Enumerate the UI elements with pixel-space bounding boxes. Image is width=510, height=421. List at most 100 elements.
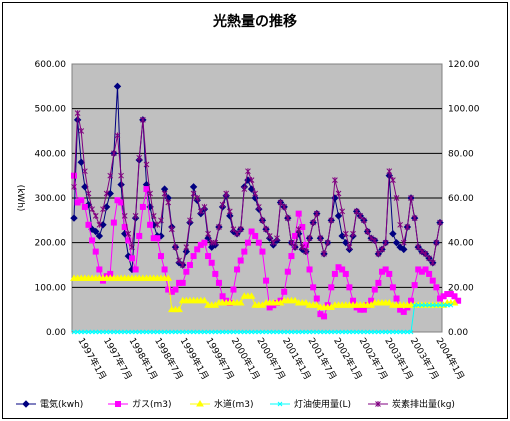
data-point [190, 253, 197, 260]
data-point [122, 329, 128, 335]
data-point [78, 197, 85, 204]
data-point [216, 329, 222, 335]
data-point [227, 329, 233, 335]
data-point [390, 329, 396, 335]
data-point [299, 244, 306, 251]
data-point [281, 203, 288, 210]
data-point [324, 239, 331, 246]
data-point [168, 226, 175, 233]
data-point [400, 245, 408, 254]
data-point [321, 313, 328, 320]
data-point [212, 270, 219, 277]
legend-label: 電気(kwh) [40, 398, 83, 410]
data-point [429, 277, 436, 284]
data-point [408, 195, 414, 201]
data-point [347, 329, 352, 335]
data-point [96, 266, 103, 273]
data-point [321, 329, 327, 335]
data-point [400, 239, 407, 246]
data-point [241, 248, 248, 255]
data-point [411, 282, 418, 289]
data-point [245, 168, 251, 175]
data-point [331, 270, 338, 277]
data-point [244, 239, 251, 246]
data-point [197, 208, 204, 215]
data-point [158, 329, 164, 335]
legend: 電気(kwh) ガス(m3) 水道(m3) 灯油使用量(L) 炭素排出量(kg) [16, 398, 455, 410]
data-point [385, 298, 394, 306]
data-point [423, 302, 428, 308]
data-point [444, 302, 450, 308]
data-point [419, 302, 425, 308]
data-point [415, 302, 421, 308]
data-point [342, 230, 349, 237]
data-point [295, 210, 302, 217]
data-point [455, 297, 462, 304]
data-point [415, 244, 422, 251]
data-point [430, 302, 436, 308]
data-point [422, 250, 429, 257]
data-point [179, 262, 186, 268]
data-point [158, 217, 164, 224]
data-point [343, 329, 349, 335]
data-point [375, 250, 382, 257]
data-point [332, 329, 338, 335]
data-point [183, 244, 190, 251]
data-point [154, 235, 161, 242]
data-point [92, 227, 100, 236]
left-axis-ticks: 0.00 100.00 200.00 300.00 400.00 500.00 600.00 [35, 60, 67, 338]
data-point [346, 244, 353, 251]
data-point [400, 308, 407, 315]
data-point [200, 296, 209, 304]
series-4 [71, 110, 443, 268]
data-point [219, 201, 226, 208]
data-point [89, 329, 95, 335]
data-point [392, 238, 401, 247]
data-point [247, 292, 256, 299]
data-point [379, 329, 385, 335]
y-tick-label: 100.00 [35, 283, 67, 293]
data-point [237, 257, 244, 264]
data-point [169, 329, 175, 335]
data-point [259, 217, 266, 224]
data-point [114, 132, 121, 139]
data-point [310, 329, 316, 335]
y2-tick-label: 100.00 [448, 105, 480, 115]
data-point [75, 329, 80, 335]
data-point [212, 329, 218, 335]
data-point [191, 329, 196, 335]
data-point [161, 190, 168, 197]
data-point [317, 235, 324, 242]
data-point [263, 329, 269, 335]
data-point [353, 208, 360, 215]
data-point [226, 208, 233, 215]
data-point [147, 329, 153, 335]
y2-tick-label: 80.00 [448, 149, 474, 159]
data-point [107, 172, 114, 179]
data-point [328, 329, 334, 335]
right-axis-ticks: 0.00 20.00 40.00 60.00 80.00 100.00 120.00 [448, 60, 480, 338]
data-point [386, 329, 392, 335]
data-point [321, 250, 327, 257]
data-point [285, 329, 291, 335]
data-point [215, 279, 222, 286]
data-point [133, 329, 138, 335]
data-point [198, 329, 204, 335]
y2-tick-label: 20.00 [448, 283, 474, 293]
legend-label: 炭素排出量(kg) [392, 398, 455, 410]
data-point [390, 177, 396, 184]
data-point [110, 219, 117, 226]
data-point [82, 168, 88, 175]
data-point [404, 224, 411, 231]
data-point [299, 329, 305, 335]
data-point [117, 180, 125, 189]
y2-tick-label: 40.00 [448, 239, 474, 249]
data-point [82, 329, 88, 335]
data-point [162, 329, 167, 335]
data-point [189, 183, 198, 191]
data-point [278, 329, 283, 335]
data-point [281, 288, 288, 295]
x-axis-ticks: 1997年1月1997年7月1998年1月1998年7月1999年1月1999年… [75, 336, 467, 382]
data-point [78, 329, 84, 335]
data-point [165, 199, 172, 206]
